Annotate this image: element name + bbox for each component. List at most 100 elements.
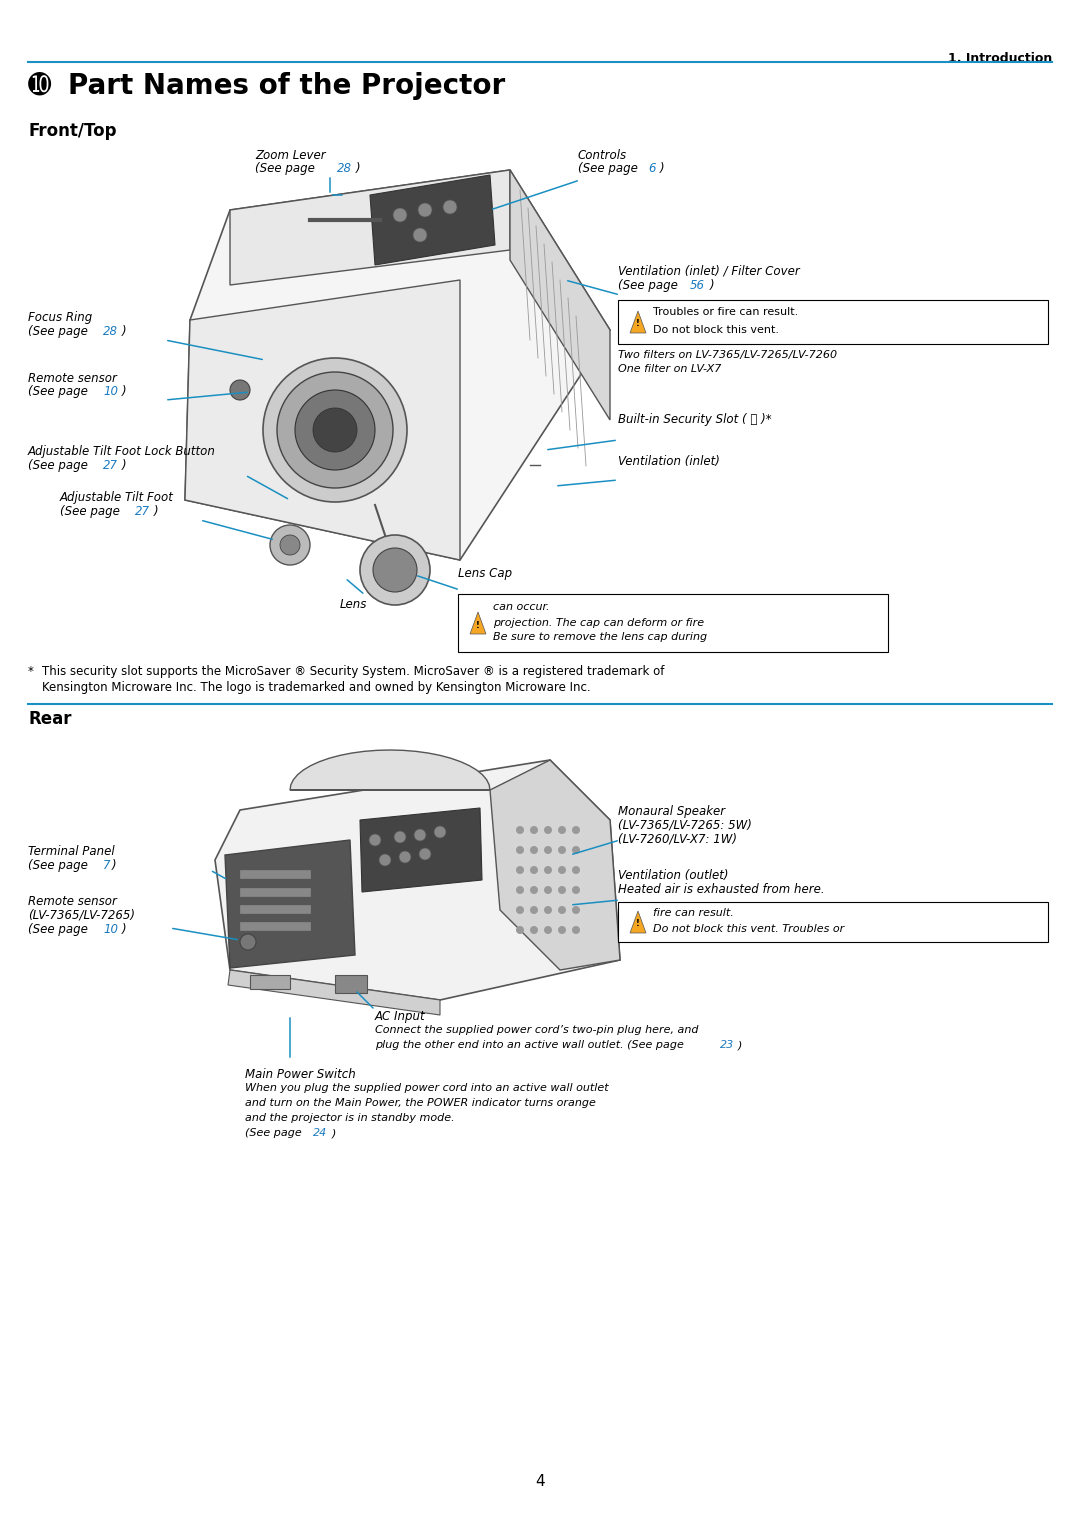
Circle shape (558, 927, 566, 934)
Bar (618, 300, 1048, 344)
Circle shape (544, 905, 552, 914)
Circle shape (443, 200, 457, 213)
Text: 27: 27 (103, 459, 118, 472)
Circle shape (313, 408, 357, 453)
Text: ): ) (710, 279, 715, 293)
Text: !: ! (476, 620, 480, 629)
Circle shape (558, 846, 566, 853)
Text: Part Names of the Projector: Part Names of the Projector (68, 72, 505, 101)
Polygon shape (185, 171, 610, 559)
Circle shape (516, 846, 524, 853)
Text: Monaural Speaker: Monaural Speaker (618, 805, 725, 818)
Text: Adjustable Tilt Foot Lock Button: Adjustable Tilt Foot Lock Button (28, 445, 216, 459)
Circle shape (240, 934, 256, 949)
Polygon shape (230, 171, 510, 285)
Circle shape (270, 524, 310, 565)
Circle shape (419, 847, 431, 860)
Text: (See page: (See page (28, 860, 92, 872)
Circle shape (280, 535, 300, 555)
Circle shape (558, 866, 566, 873)
Text: Be sure to remove the lens cap during: Be sure to remove the lens cap during (492, 632, 707, 643)
Circle shape (572, 885, 580, 895)
Circle shape (572, 927, 580, 934)
Text: ): ) (112, 860, 117, 872)
Text: Two filters on LV-7365/LV-7265/LV-7260: Two filters on LV-7365/LV-7265/LV-7260 (618, 351, 837, 360)
Text: *: * (28, 664, 33, 678)
Polygon shape (630, 911, 646, 933)
Text: ): ) (122, 459, 126, 472)
Text: AC Input: AC Input (375, 1010, 426, 1023)
Circle shape (369, 834, 381, 846)
Polygon shape (228, 969, 440, 1015)
Circle shape (413, 229, 427, 242)
Text: Front/Top: Front/Top (28, 122, 117, 140)
Polygon shape (490, 760, 620, 969)
Circle shape (558, 885, 566, 895)
Text: One filter on LV-X7: One filter on LV-X7 (618, 364, 721, 373)
Circle shape (516, 905, 524, 914)
Polygon shape (370, 175, 495, 265)
Circle shape (544, 927, 552, 934)
Text: 10: 10 (103, 924, 118, 936)
Circle shape (276, 372, 393, 488)
Text: !: ! (636, 919, 640, 928)
Text: (LV-7260/LV-X7: 1W): (LV-7260/LV-X7: 1W) (618, 834, 737, 846)
Text: projection. The cap can deform or fire: projection. The cap can deform or fire (492, 619, 704, 628)
Text: 24: 24 (313, 1128, 327, 1138)
Text: ): ) (122, 386, 126, 398)
Text: Adjustable Tilt Foot: Adjustable Tilt Foot (60, 491, 174, 504)
Text: (LV-7365/LV-7265: 5W): (LV-7365/LV-7265: 5W) (618, 818, 752, 832)
Bar (240, 870, 310, 878)
Circle shape (530, 905, 538, 914)
Text: When you plug the supplied power cord into an active wall outlet: When you plug the supplied power cord in… (245, 1084, 609, 1093)
Text: can occur.: can occur. (492, 602, 550, 611)
Circle shape (516, 885, 524, 895)
Text: ): ) (738, 1039, 742, 1050)
Polygon shape (360, 808, 482, 892)
Circle shape (544, 826, 552, 834)
Circle shape (544, 846, 552, 853)
Text: ): ) (122, 325, 126, 338)
Text: (See page: (See page (28, 459, 92, 472)
Circle shape (530, 927, 538, 934)
Circle shape (379, 853, 391, 866)
Text: (See page: (See page (578, 162, 642, 175)
Text: (See page: (See page (255, 162, 319, 175)
Text: ): ) (332, 1128, 336, 1138)
Text: (See page: (See page (245, 1128, 306, 1138)
Text: Remote sensor: Remote sensor (28, 372, 117, 386)
Circle shape (530, 826, 538, 834)
Circle shape (516, 826, 524, 834)
Text: Do not block this vent. Troubles or: Do not block this vent. Troubles or (653, 924, 845, 934)
Text: fire can result.: fire can result. (653, 908, 733, 917)
Bar (240, 888, 310, 896)
Text: Troubles or fire can result.: Troubles or fire can result. (653, 308, 798, 317)
Circle shape (516, 927, 524, 934)
Circle shape (544, 885, 552, 895)
Bar (240, 922, 310, 930)
Text: ➓: ➓ (28, 72, 51, 101)
Text: 6: 6 (648, 162, 656, 175)
Text: Kensington Microware Inc. The logo is trademarked and owned by Kensington Microw: Kensington Microware Inc. The logo is tr… (42, 681, 591, 693)
Circle shape (572, 905, 580, 914)
Text: ): ) (122, 924, 126, 936)
Text: Ventilation (inlet): Ventilation (inlet) (618, 456, 720, 468)
Circle shape (516, 866, 524, 873)
Bar (618, 902, 1048, 942)
Circle shape (399, 850, 411, 863)
Text: 23: 23 (720, 1039, 734, 1050)
Text: (LV-7365/LV-7265): (LV-7365/LV-7265) (28, 908, 135, 922)
Text: 27: 27 (135, 504, 150, 518)
Text: plug the other end into an active wall outlet. (See page: plug the other end into an active wall o… (375, 1039, 687, 1050)
Text: Main Power Switch: Main Power Switch (245, 1068, 355, 1081)
Text: 7: 7 (103, 860, 110, 872)
Circle shape (393, 207, 407, 223)
Circle shape (434, 826, 446, 838)
Circle shape (360, 535, 430, 605)
Circle shape (295, 390, 375, 469)
Polygon shape (185, 280, 460, 559)
Circle shape (373, 549, 417, 591)
Text: 1. Introduction: 1. Introduction (948, 52, 1052, 66)
Polygon shape (225, 840, 355, 968)
Text: Built-in Security Slot ( Ⓚ )*: Built-in Security Slot ( Ⓚ )* (618, 413, 771, 427)
